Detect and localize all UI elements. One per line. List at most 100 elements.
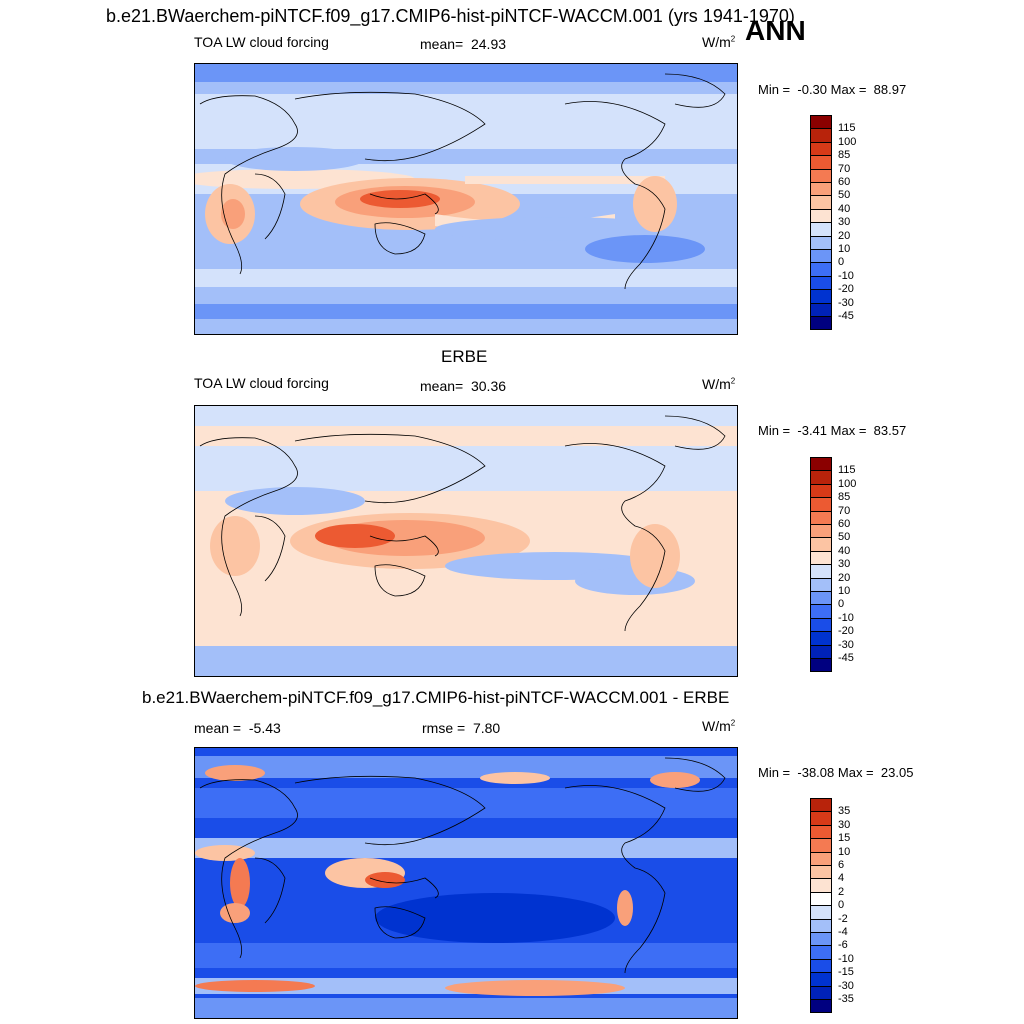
panel2-mean-label: mean= <box>420 378 464 394</box>
panel2-mean: mean= 30.36 <box>420 378 506 394</box>
map1-amazon <box>633 176 677 232</box>
map1-arctic <box>195 64 737 82</box>
panel1-mean-value: 24.93 <box>470 36 507 52</box>
panel1-units-exp: 2 <box>730 34 736 44</box>
panel2-colorbar-box <box>810 497 832 512</box>
map3-andes-pos <box>617 890 633 926</box>
panel2-colorbar-tick-label: 70 <box>838 504 851 517</box>
panel3-colorbar-box <box>810 811 832 826</box>
panel3-colorbar-box <box>810 999 832 1014</box>
panel3-map <box>194 747 738 1019</box>
panel3-colorbar-box <box>810 798 832 813</box>
panel3-colorbar-tick-label: -30 <box>838 979 854 992</box>
panel2-colorbar-tick-label: 10 <box>838 585 851 597</box>
panel2-colorbar-tick-label: 20 <box>838 571 851 584</box>
panel2-colorbar-tick-label: -30 <box>838 638 854 651</box>
panel3-min-value: -38.08 <box>797 765 835 780</box>
map3-africa-pos1 <box>195 845 255 861</box>
panel3-mean-label: mean = <box>194 720 242 736</box>
map2-arctic <box>195 406 737 426</box>
panel3-minmax: Min = -38.08 Max = 23.05 <box>758 765 913 780</box>
map3-natl-pos <box>650 772 700 788</box>
map1-pacific-dry <box>435 217 675 241</box>
panel3-colorbar-box <box>810 932 832 947</box>
panel1-colorbar-tick-label: -10 <box>838 269 854 282</box>
panel1-colorbar-tick-label: 0 <box>838 256 845 269</box>
panel3-colorbar-box <box>810 824 832 840</box>
map3-warmpool-core <box>365 872 405 888</box>
panel1-colorbar-tick-label: 70 <box>838 162 851 175</box>
panel3-rmse: rmse = 7.80 <box>422 720 500 736</box>
panel2-colorbar-box <box>810 644 832 659</box>
panel1-colorbar-box <box>810 249 832 264</box>
panel2-mean-value: 30.36 <box>470 378 507 394</box>
panel1-colorbar-tick-label: -20 <box>838 283 854 296</box>
panel2-colorbar-tick-label: 60 <box>838 518 851 530</box>
map3-so-pos2 <box>445 980 625 996</box>
panel3-colorbar-tick-label: -2 <box>838 912 848 925</box>
panel3-colorbar-box <box>810 918 832 933</box>
map1-sahara <box>225 147 365 171</box>
panel3-colorbar-box <box>810 865 832 880</box>
panel2-colorbar-tick-label: -10 <box>838 611 854 624</box>
panel3-colorbar-tick-label: -15 <box>838 966 854 979</box>
panel1-max-value: 88.97 <box>873 82 907 97</box>
panel2-min-value: -3.41 <box>797 423 828 438</box>
panel1-colorbar-tick-label: 115 <box>838 122 856 135</box>
map3-subtrop <box>195 838 737 858</box>
panel1-colorbar-box <box>810 289 832 304</box>
panel2-max-label: Max = <box>830 423 867 438</box>
panel2-colorbar-box <box>810 483 832 499</box>
panel1-map <box>194 63 738 335</box>
panel3-colorbar-box <box>810 905 832 920</box>
panel1-colorbar-box <box>810 195 832 210</box>
panel1-colorbar-box <box>810 141 832 157</box>
map2-africa-convection <box>210 516 260 576</box>
panel1-units-text: W/m <box>702 34 731 50</box>
panel1-colorbar-tick-label: 85 <box>838 149 851 162</box>
panel3-colorbar-tick-label: 30 <box>838 818 851 831</box>
panel1-colorbar-box <box>810 182 832 197</box>
panel1-colorbar-box <box>810 128 832 143</box>
panel3-colorbar-box <box>810 985 832 1000</box>
panel3-colorbar-tick-label: 6 <box>838 859 845 871</box>
panel3-colorbar-box <box>810 838 832 853</box>
panel2-colorbar-tick-label: 100 <box>838 477 857 490</box>
panel3-colorbar-box <box>810 958 832 974</box>
panel3-colorbar-tick-label: -35 <box>838 993 854 1005</box>
panel3-colorbar-tick-label: 4 <box>838 872 845 885</box>
map3-coastlines <box>199 757 726 974</box>
panel2-colorbar-box <box>810 550 832 566</box>
panel2-colorbar-box <box>810 577 832 592</box>
map2-sahara <box>225 487 365 515</box>
map2-coastlines <box>199 415 726 632</box>
map2-amazon <box>630 524 680 588</box>
panel3-rmse-value: 7.80 <box>472 720 501 736</box>
panel2-colorbar-tick-label: 85 <box>838 491 851 504</box>
map3-npac-pos <box>480 772 550 784</box>
map3-spac-neg <box>375 893 615 943</box>
panel2-units: W/m2 <box>702 376 735 392</box>
panel1-colorbar-tick-label: 10 <box>838 243 851 255</box>
panel3-colorbar-tick-label: -10 <box>838 952 854 965</box>
panel1-colorbar-box <box>810 222 832 237</box>
panel1-colorbar-tick-label: 40 <box>838 202 851 215</box>
panel3-rmse-label: rmse = <box>422 720 466 736</box>
panel1-minmax: Min = -0.30 Max = 88.97 <box>758 82 906 97</box>
panel3-header: b.e21.BWaerchem-piNTCF.f09_g17.CMIP6-his… <box>142 688 730 707</box>
panel2-colorbar-tick-label: -20 <box>838 625 854 638</box>
panel1-units: W/m2 <box>702 34 735 50</box>
panel3-units: W/m2 <box>702 718 735 734</box>
panel1-colorbar-tick-label: 30 <box>838 216 851 229</box>
panel3-colorbar-tick-label: -4 <box>838 926 848 938</box>
panel2-variable: TOA LW cloud forcing <box>194 375 329 391</box>
panel1-colorbar-box <box>810 235 832 250</box>
panel1-colorbar-box <box>810 275 832 291</box>
panel2-colorbar-tick-label: 50 <box>838 531 851 544</box>
panel1-min-value: -0.30 <box>797 82 828 97</box>
panel1-colorbar-box <box>810 302 832 317</box>
season-label: ANN <box>745 15 806 46</box>
panel3-max-value: 23.05 <box>880 765 914 780</box>
panel1-min-label: Min = <box>758 82 791 97</box>
map3-midlat <box>195 788 737 818</box>
